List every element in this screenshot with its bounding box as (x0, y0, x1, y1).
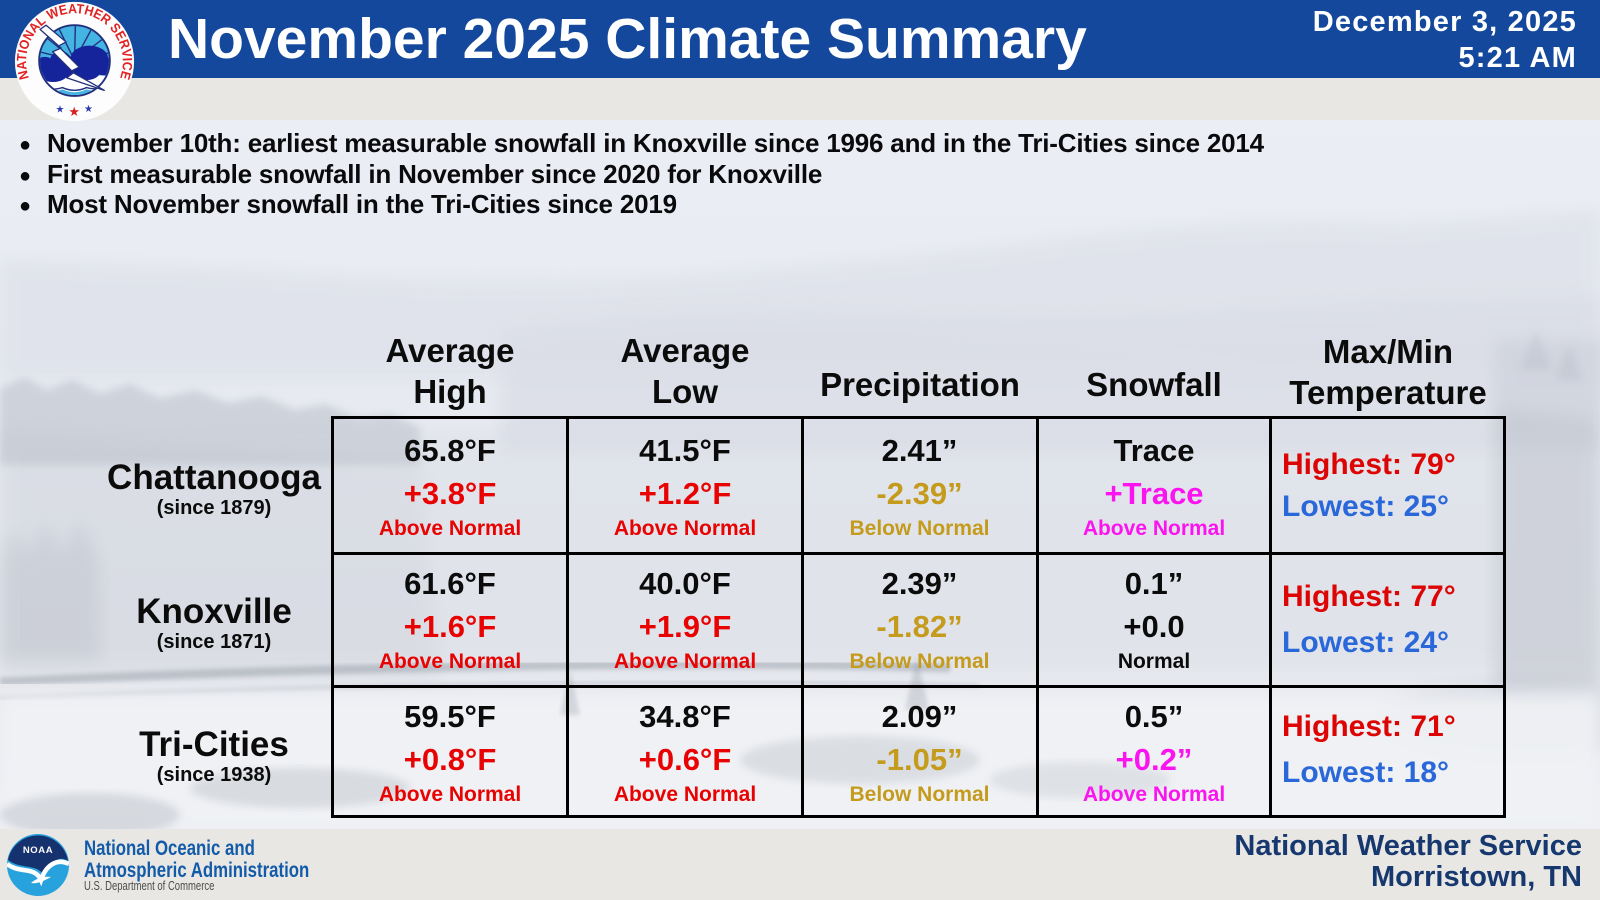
svg-text:★: ★ (68, 104, 80, 119)
svg-text:NOAA: NOAA (23, 845, 53, 856)
svg-text:★: ★ (55, 105, 64, 116)
svg-text:★: ★ (84, 104, 93, 115)
